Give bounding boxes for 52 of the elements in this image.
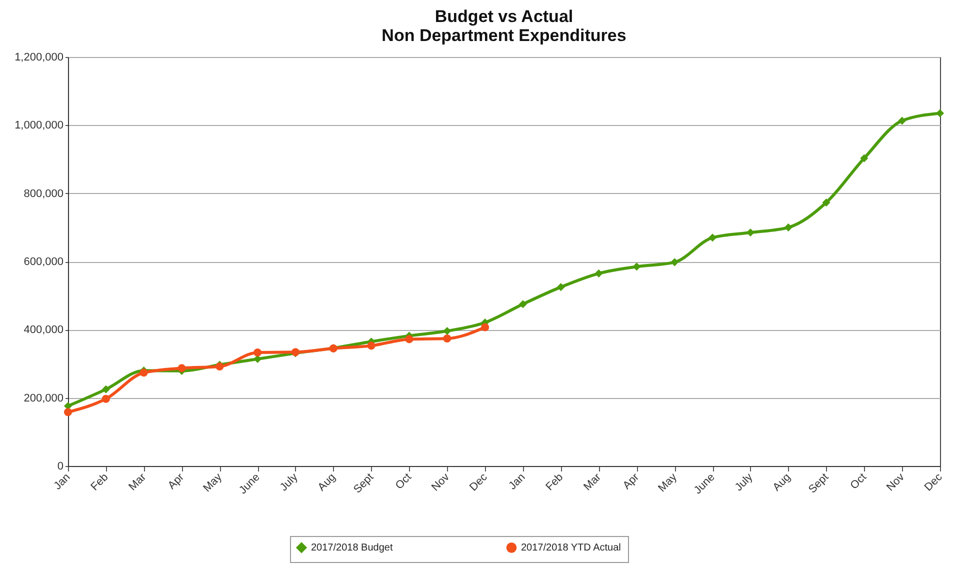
x-tick-label: July bbox=[278, 470, 301, 494]
x-tick-label: July bbox=[732, 470, 756, 494]
point bbox=[708, 234, 717, 242]
point bbox=[405, 335, 414, 344]
x-tick-label: May bbox=[656, 470, 680, 494]
point bbox=[443, 334, 452, 343]
x-tick-label: Apr bbox=[166, 471, 187, 492]
y-tick-label: 1,200,000 bbox=[14, 52, 64, 64]
point bbox=[481, 323, 490, 332]
chart-title: Budget vs Actual bbox=[434, 7, 574, 26]
y-tick-label: 400,000 bbox=[24, 324, 64, 336]
legend-label: 2017/2018 YTD Actual bbox=[521, 542, 621, 554]
point bbox=[178, 364, 186, 372]
y-tick-label: 200,000 bbox=[24, 392, 64, 404]
x-tick-label: Feb bbox=[88, 471, 111, 494]
y-tick-label: 0 bbox=[57, 460, 64, 472]
x-tick-label: Oct bbox=[393, 471, 414, 492]
x-tick-label: Mar bbox=[126, 471, 149, 494]
x-tick-label: Aug bbox=[316, 471, 338, 494]
x-tick-label: May bbox=[201, 470, 225, 494]
point bbox=[670, 258, 679, 266]
point bbox=[254, 348, 262, 357]
point bbox=[518, 300, 527, 308]
x-tick-label: Nov bbox=[884, 470, 908, 494]
point bbox=[936, 109, 944, 118]
point bbox=[556, 283, 565, 292]
point bbox=[822, 198, 830, 207]
point bbox=[102, 385, 110, 394]
point bbox=[860, 154, 868, 162]
point bbox=[64, 408, 72, 416]
point bbox=[367, 342, 376, 350]
x-tick-label: Mar bbox=[582, 471, 604, 494]
x-tick-label: Aug bbox=[770, 471, 794, 494]
x-tick-label: Nov bbox=[430, 470, 452, 494]
x-tick-label: Jan bbox=[506, 471, 528, 492]
x-tick-label: Jan bbox=[52, 471, 73, 492]
y-tick-label: 600,000 bbox=[24, 256, 64, 268]
x-tick-label: Dec bbox=[922, 470, 946, 494]
point bbox=[102, 394, 110, 403]
point bbox=[443, 327, 452, 336]
point bbox=[898, 116, 906, 125]
y-tick-label: 800,000 bbox=[24, 188, 64, 200]
x-tick-label: Oct bbox=[848, 471, 869, 492]
point bbox=[594, 269, 603, 278]
y-tick-label: 1,000,000 bbox=[14, 120, 64, 132]
x-tick-label: Dec bbox=[467, 470, 490, 494]
legend-label: 2017/2018 Budget bbox=[311, 542, 393, 554]
chart-subtitle: Non Department Expenditures bbox=[382, 26, 626, 45]
x-tick-label: Feb bbox=[544, 471, 566, 494]
point bbox=[632, 262, 641, 271]
point bbox=[784, 223, 792, 232]
x-tick-label: Apr bbox=[620, 471, 642, 492]
